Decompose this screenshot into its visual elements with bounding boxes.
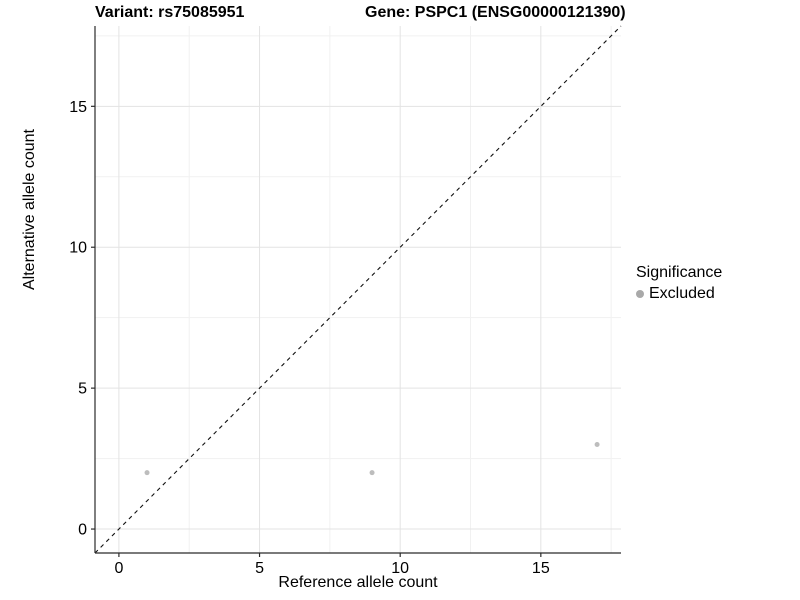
gene-title: Gene: PSPC1 (ENSG00000121390): [365, 4, 626, 21]
legend-title: Significance: [636, 264, 723, 281]
y-tick-label: 5: [78, 381, 87, 398]
y-tick-label: 0: [78, 522, 87, 539]
excluded-point-icon: [636, 290, 644, 298]
data-point: [144, 470, 150, 476]
y-tick-label: 15: [69, 99, 87, 116]
identity-line: [94, 25, 622, 554]
x-tick-label: 0: [114, 560, 123, 577]
x-axis-label: Reference allele count: [278, 574, 438, 591]
x-tick-label: 5: [255, 560, 264, 577]
data-point: [594, 442, 600, 447]
legend-item-excluded: Excluded: [636, 285, 722, 303]
legend-item-label: Excluded: [649, 285, 715, 302]
legend: Significance Excluded: [636, 264, 722, 303]
y-tick-label: 10: [69, 240, 87, 257]
x-tick-label: 15: [532, 560, 550, 577]
data-point: [369, 470, 375, 476]
variant-title: Variant: rs75085951: [95, 4, 245, 21]
x-tick-label: 10: [391, 560, 409, 577]
